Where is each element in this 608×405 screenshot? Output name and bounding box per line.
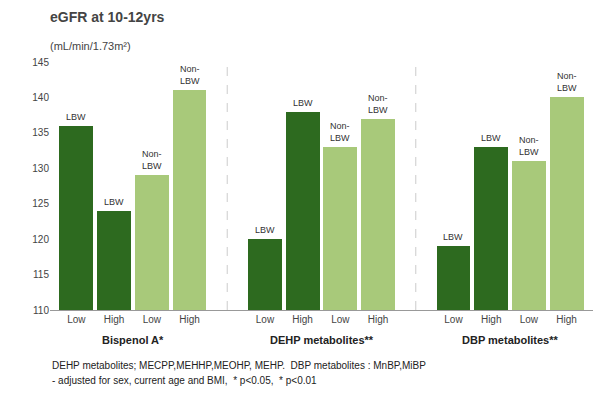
svg-text:Non-LBW: Non-LBW xyxy=(557,71,577,93)
svg-text:Non-LBW: Non-LBW xyxy=(142,149,162,171)
svg-text:High: High xyxy=(556,314,577,325)
svg-text:DEHP metabolites**: DEHP metabolites** xyxy=(270,334,374,346)
svg-text:Bispenol A*: Bispenol A* xyxy=(102,334,164,346)
svg-text:120: 120 xyxy=(32,234,49,245)
svg-text:Low: Low xyxy=(331,314,350,325)
svg-text:Non-LBW: Non-LBW xyxy=(519,135,539,157)
svg-text:LBW: LBW xyxy=(443,232,463,242)
svg-text:LBW: LBW xyxy=(481,133,501,143)
svg-text:(mL/min/1.73m²): (mL/min/1.73m²) xyxy=(50,40,131,52)
svg-text:High: High xyxy=(368,314,389,325)
svg-text:High: High xyxy=(104,314,125,325)
svg-text:Low: Low xyxy=(67,314,86,325)
svg-text:Low: Low xyxy=(143,314,162,325)
svg-text:LBW: LBW xyxy=(255,225,275,235)
svg-text:DBP metabolites**: DBP metabolites** xyxy=(462,334,558,346)
svg-text:LBW: LBW xyxy=(293,98,313,108)
svg-text:Low: Low xyxy=(256,314,275,325)
svg-text:Non-LBW: Non-LBW xyxy=(330,121,350,143)
svg-text:140: 140 xyxy=(32,92,49,103)
svg-text:Low: Low xyxy=(444,314,463,325)
svg-text:- adjusted for sex, current ag: - adjusted for sex, current age and BMI,… xyxy=(52,375,317,386)
svg-text:145: 145 xyxy=(32,57,49,68)
svg-text:LBW: LBW xyxy=(66,112,86,122)
svg-text:LBW: LBW xyxy=(104,197,124,207)
svg-text:DEHP metabolites; MECPP,MEHHP,: DEHP metabolites; MECPP,MEHHP,MEOHP, MEH… xyxy=(52,360,426,371)
svg-text:125: 125 xyxy=(32,198,49,209)
svg-text:High: High xyxy=(292,314,313,325)
svg-text:High: High xyxy=(179,314,200,325)
svg-text:High: High xyxy=(481,314,502,325)
svg-text:eGFR at 10-12yrs: eGFR at 10-12yrs xyxy=(50,9,165,25)
svg-text:115: 115 xyxy=(33,269,49,280)
svg-text:Non-LBW: Non-LBW xyxy=(368,93,388,115)
svg-text:110: 110 xyxy=(33,305,49,316)
svg-text:Non-LBW: Non-LBW xyxy=(180,64,200,86)
svg-text:Low: Low xyxy=(520,314,539,325)
svg-text:130: 130 xyxy=(32,163,49,174)
svg-text:135: 135 xyxy=(32,127,49,138)
